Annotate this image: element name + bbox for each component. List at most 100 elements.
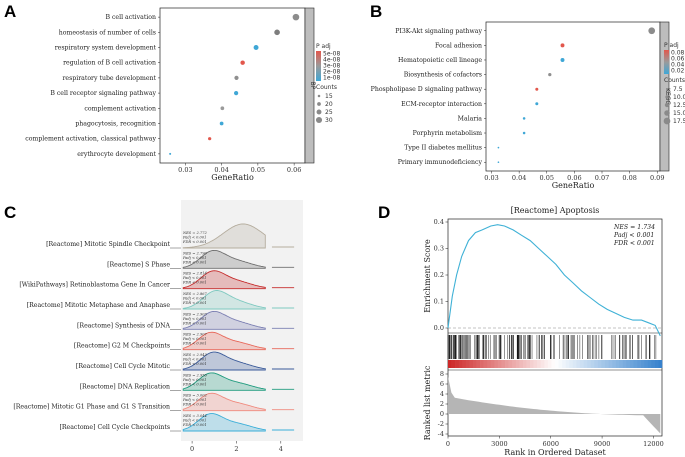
ridge-nes: NES = 2.790 bbox=[182, 251, 208, 255]
legend-color-label: 4e-08 bbox=[323, 57, 340, 64]
term-dot bbox=[234, 90, 239, 96]
rank-color-cell bbox=[508, 360, 513, 368]
rank-color-cell bbox=[562, 360, 566, 368]
x-tick-label: 3000 bbox=[491, 440, 508, 448]
plot-frame bbox=[159, 7, 306, 164]
ridge-nes: NES = 3.044 bbox=[182, 414, 208, 418]
rank-color-cell bbox=[612, 360, 616, 368]
term-dot bbox=[560, 58, 565, 62]
term-dot bbox=[648, 27, 656, 35]
rank-color-cell bbox=[530, 360, 534, 368]
term-label: ECM-receptor interaction bbox=[401, 101, 482, 108]
es-curve bbox=[447, 224, 661, 337]
rank-color-cell bbox=[594, 360, 599, 368]
x-tick-label: 4 bbox=[279, 445, 283, 453]
term-dot bbox=[220, 106, 225, 111]
term-label: regulation of B cell activation bbox=[63, 60, 156, 67]
rank-color-cell bbox=[515, 360, 520, 368]
legend-size-dot bbox=[317, 94, 321, 98]
legend-color-label: 3e-08 bbox=[323, 63, 340, 70]
x-tick-label: 0.05 bbox=[251, 166, 265, 174]
ridge-label: [Reactome] Mitotic G1 Phase and G1 S Tra… bbox=[13, 404, 170, 411]
legend-size-title: Counts bbox=[664, 77, 685, 84]
x-tick-label: 0.04 bbox=[214, 166, 228, 174]
ridge-fdr: FDR < 0.001 bbox=[182, 260, 207, 264]
ridge-fdr: FDR < 0.001 bbox=[182, 321, 207, 325]
x-tick-label: 0.05 bbox=[540, 174, 554, 182]
rank-color-cell bbox=[587, 360, 591, 368]
term-label: Phospholipase D signaling pathway bbox=[371, 86, 483, 93]
rank-color-cell bbox=[519, 360, 524, 368]
ridge-label: [Reactome] Cell Cycle Mitotic bbox=[76, 363, 171, 370]
rank-color-cell bbox=[658, 360, 663, 368]
rank-color-cell bbox=[512, 360, 517, 368]
term-label: respiratory system development bbox=[55, 45, 157, 52]
gsea-nes: NES = 1.734 bbox=[613, 224, 655, 231]
legend-color-title: P adj bbox=[316, 43, 331, 50]
rank-color-cell bbox=[640, 360, 645, 368]
x-axis-title: GeneRatio bbox=[552, 181, 595, 190]
x-tick-label: 6000 bbox=[542, 440, 559, 448]
ridge-area bbox=[182, 270, 266, 290]
rank-color-cell bbox=[579, 360, 584, 368]
ridge-padj: Padj < 0.001 bbox=[182, 378, 206, 382]
rank-color-cell bbox=[476, 360, 481, 368]
y-tick-label: 6 bbox=[440, 380, 444, 388]
rank-color-cell bbox=[615, 360, 620, 368]
rank-color-cell bbox=[547, 360, 552, 368]
term-dot bbox=[535, 102, 539, 106]
ridge-label: [Reactome] DNA Replication bbox=[80, 383, 170, 390]
rank-color-cell bbox=[544, 360, 549, 368]
legend-color-label: 0.06 bbox=[671, 56, 685, 63]
y-tick-label: 0.0 bbox=[434, 324, 444, 332]
legend-color-label: 0.04 bbox=[671, 62, 685, 69]
ridge-fdr: FDR < 0.001 bbox=[182, 423, 207, 427]
ridge-area bbox=[182, 351, 266, 371]
y-tick-label: -2 bbox=[438, 420, 444, 428]
ridge-nes: NES = 2.943 bbox=[182, 353, 208, 357]
term-label: Biosynthesis of cofactors bbox=[404, 72, 482, 79]
y-tick-label: 8 bbox=[440, 370, 444, 378]
term-dot bbox=[253, 45, 259, 50]
rank-color-cell bbox=[583, 360, 588, 368]
legend-size-dot bbox=[317, 102, 321, 106]
term-label: B cell activation bbox=[105, 14, 156, 21]
legend-color-title: P adj bbox=[664, 42, 679, 49]
rank-color-cell bbox=[601, 360, 606, 368]
legend-size-dot bbox=[315, 116, 323, 124]
ridge-area bbox=[182, 290, 266, 310]
term-dot bbox=[274, 29, 280, 36]
ridge-fdr: FDR < 0.001 bbox=[182, 342, 207, 346]
rank-color-cell bbox=[576, 360, 581, 368]
legend-color-bar bbox=[316, 51, 321, 81]
rank-color-cell bbox=[494, 360, 499, 368]
x-tick-label: 0 bbox=[446, 440, 450, 448]
ridge-fdr: FDR < 0.001 bbox=[182, 281, 207, 285]
legend-size-label: 25 bbox=[325, 109, 333, 116]
term-label: respiratory tube development bbox=[62, 75, 156, 82]
legend-size-dot bbox=[316, 109, 322, 115]
ridge-area bbox=[182, 310, 266, 330]
term-label: Porphyrin metabolism bbox=[413, 130, 482, 137]
legend-size-label: 12.5 bbox=[673, 102, 685, 109]
rank-color-cell bbox=[462, 360, 467, 368]
rank-color-cell bbox=[451, 360, 456, 368]
ridge-fdr: FDR < 0.001 bbox=[182, 240, 207, 244]
legend-size-dot bbox=[663, 117, 671, 125]
legend-size-label: 15 bbox=[325, 93, 333, 100]
ridge-padj: Padj < 0.001 bbox=[182, 236, 206, 240]
term-dot bbox=[240, 60, 245, 65]
ridge-area bbox=[182, 413, 266, 432]
legend-size-label: 15.0 bbox=[673, 110, 685, 117]
ridge-area bbox=[182, 331, 266, 351]
facet-strip bbox=[659, 21, 670, 172]
plot-frame bbox=[485, 21, 661, 172]
legend-size-label: 17.5 bbox=[673, 118, 685, 125]
y-tick-label: 0.4 bbox=[434, 218, 444, 226]
ridge-nes: NES = 2.814 bbox=[182, 272, 208, 276]
rank-color-cell bbox=[469, 360, 474, 368]
panel-letter-c: C bbox=[4, 203, 16, 222]
rank-color-cell bbox=[487, 360, 492, 368]
rank-color-cell bbox=[637, 360, 641, 368]
